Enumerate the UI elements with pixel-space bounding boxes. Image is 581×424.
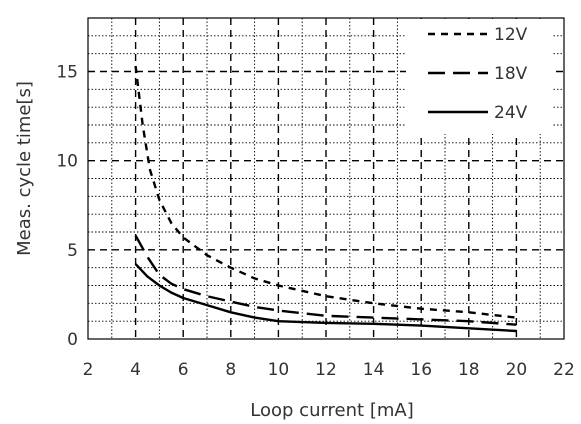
legend-box [406, 19, 552, 134]
y-tick-label: 10 [56, 152, 78, 172]
x-tick-label: 18 [458, 360, 480, 380]
legend-label-18V: 18V [494, 64, 528, 84]
series-line-12V [134, 65, 517, 319]
y-axis-ticks: 0 5 10 15 [56, 63, 78, 351]
y-axis-label: Meas. cycle time[s] [14, 81, 35, 256]
series-lines [134, 65, 517, 333]
x-tick-label: 14 [363, 360, 385, 380]
x-tick-label: 10 [268, 360, 290, 380]
y-tick-label: 0 [67, 330, 78, 350]
x-tick-label: 20 [506, 360, 528, 380]
x-axis-label: Loop current [mA] [250, 400, 413, 421]
x-tick-label: 8 [225, 360, 236, 380]
x-tick-label: 6 [178, 360, 189, 380]
legend-label-24V: 24V [494, 103, 528, 123]
legend-label-12V: 12V [494, 25, 528, 45]
plot-frame [87, 17, 565, 340]
x-tick-label: 2 [83, 360, 94, 380]
x-tick-label: 12 [315, 360, 337, 380]
x-axis-ticks: 2 4 6 8 10 12 14 16 18 20 22 [83, 360, 575, 380]
x-tick-label: 22 [553, 360, 575, 380]
series-line-24V [134, 263, 517, 333]
x-tick-label: 4 [130, 360, 141, 380]
legend: 12V 18V 24V [406, 19, 552, 134]
x-tick-label: 16 [410, 360, 432, 380]
series-line-18V [134, 235, 517, 326]
y-tick-label: 15 [56, 63, 78, 83]
y-tick-label: 5 [67, 241, 78, 261]
